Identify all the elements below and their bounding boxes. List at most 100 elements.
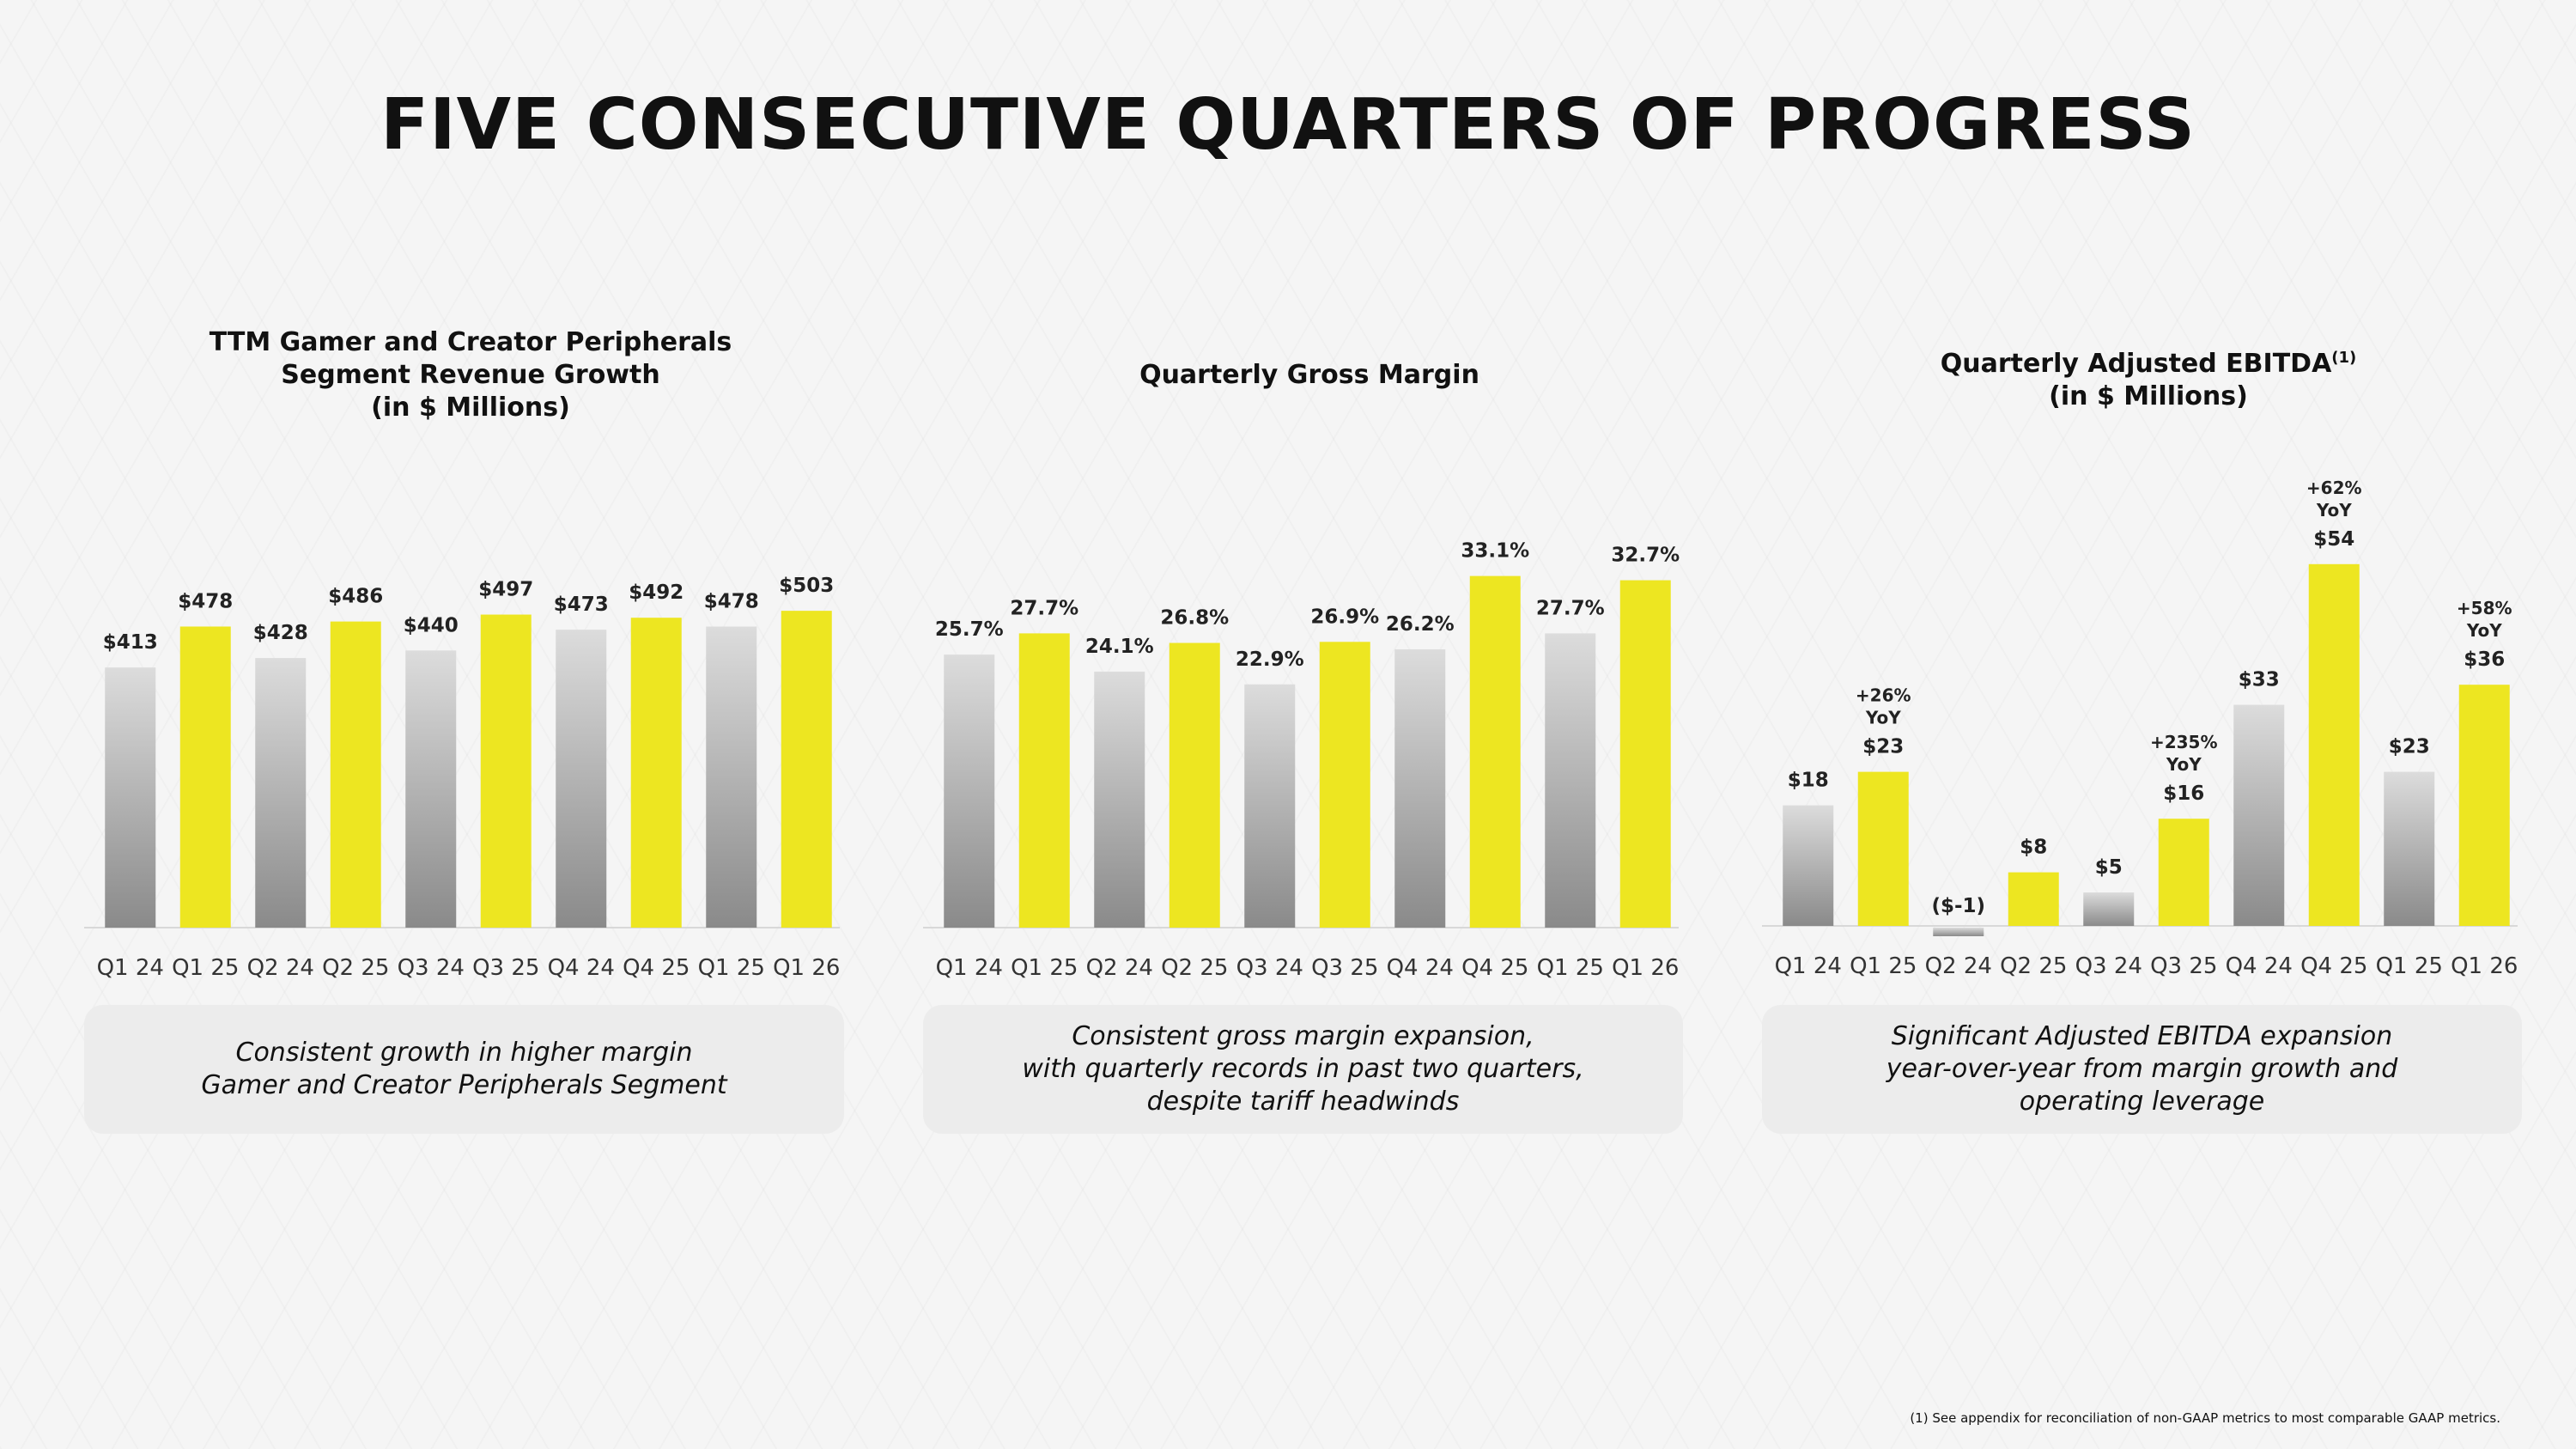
ebitda-bar — [2008, 872, 2059, 926]
revenue-bar — [556, 630, 607, 928]
revenue-value-label: $428 — [253, 622, 308, 644]
ebitda-title-footnote-marker: (1) — [2331, 349, 2357, 367]
ebitda-category-label: Q2 25 — [2000, 953, 2067, 979]
gross-margin-bar — [1018, 633, 1070, 928]
ebitda-value-label: $23 — [1862, 736, 1904, 758]
ebitda-title-line-1: Quarterly Adjusted EBITDA(1) — [1762, 342, 2535, 381]
revenue-panel: TTM Gamer and Creator Peripherals Segmen… — [84, 0, 857, 1142]
revenue-category-label: Q1 25 — [698, 955, 765, 981]
ebitda-value-label: ($-1) — [1931, 895, 1985, 917]
revenue-category-label: Q3 25 — [472, 955, 539, 981]
ebitda-value-label: $23 — [2389, 736, 2430, 758]
ebitda-value-label: $8 — [2020, 837, 2047, 859]
gross-margin-value-label: 26.2% — [1386, 613, 1455, 636]
ebitda-yoy-label: +62% — [2306, 478, 2362, 498]
gross-margin-bar — [1469, 575, 1521, 928]
ebitda-chart-title: Quarterly Adjusted EBITDA(1) (in $ Milli… — [1762, 342, 2535, 413]
revenue-bar — [330, 621, 381, 928]
gross-margin-bar — [1619, 580, 1671, 928]
gross-margin-value-label: 27.7% — [1536, 597, 1605, 619]
revenue-bar — [480, 614, 532, 928]
gross-margin-value-label: 26.9% — [1310, 606, 1379, 628]
revenue-bar — [255, 658, 307, 928]
page-title: FIVE CONSECUTIVE QUARTERS OF PROGRESS — [380, 84, 2196, 166]
revenue-caption: Consistent growth in higher margin Gamer… — [201, 1038, 727, 1100]
ebitda-value-label: $36 — [2464, 648, 2505, 671]
revenue-bar — [781, 611, 832, 928]
gross-margin-category-label: Q4 24 — [1387, 955, 1454, 981]
gross-margin-bar — [1394, 648, 1446, 928]
revenue-title-line-1: TTM Gamer and Creator Peripherals — [209, 327, 732, 357]
revenue-category-label: Q4 24 — [548, 955, 615, 981]
revenue-category-label: Q1 25 — [172, 955, 239, 981]
ebitda-bar — [2233, 704, 2285, 926]
revenue-bar-chart: $413 Q1 24 $478 Q1 25 $428 Q2 24 $486 Q2 25 $440… — [84, 575, 840, 981]
revenue-value-label: $478 — [704, 590, 759, 612]
ebitda-yoy-label: YoY — [1865, 708, 1901, 728]
revenue-bar — [405, 650, 457, 928]
gross-margin-bar — [944, 654, 995, 928]
revenue-value-label: $440 — [404, 614, 459, 636]
ebitda-category-label: Q4 25 — [2300, 953, 2367, 979]
ebitda-panel: Quarterly Adjusted EBITDA(1) (in $ Milli… — [1762, 0, 2535, 1142]
gross-margin-chart-title: Quarterly Gross Margin — [923, 359, 1696, 392]
gross-margin-category-label: Q2 25 — [1161, 955, 1228, 981]
ebitda-caption: Significant Adjusted EBITDA expansion ye… — [1886, 1021, 2398, 1117]
revenue-category-label: Q4 25 — [623, 955, 690, 981]
ebitda-value-label: $54 — [2313, 528, 2354, 551]
revenue-value-label: $486 — [328, 586, 383, 608]
revenue-bar — [706, 626, 757, 928]
ebitda-value-label: $18 — [1788, 770, 1829, 792]
ebitda-value-label: $16 — [2163, 782, 2204, 805]
revenue-category-label: Q2 24 — [247, 955, 314, 981]
gross-margin-value-label: 25.7% — [935, 618, 1004, 641]
revenue-value-label: $503 — [779, 575, 834, 597]
gross-margin-category-label: Q1 25 — [1537, 955, 1604, 981]
gross-margin-bar — [1545, 633, 1596, 928]
ebitda-bar — [1933, 928, 1984, 936]
ebitda-category-label: Q1 25 — [2376, 953, 2443, 979]
gross-margin-title-line-1: Quarterly Gross Margin — [1139, 360, 1479, 390]
ebitda-category-label: Q1 24 — [1775, 953, 1842, 979]
ebitda-bar — [1857, 771, 1909, 926]
gross-margin-value-label: 33.1% — [1461, 540, 1529, 563]
gross-margin-caption-box: Consistent gross margin expansion, with … — [923, 1005, 1683, 1134]
gross-margin-category-label: Q3 25 — [1311, 955, 1378, 981]
gross-margin-value-label: 26.8% — [1160, 607, 1229, 630]
gross-margin-category-label: Q2 24 — [1086, 955, 1153, 981]
revenue-category-label: Q1 26 — [773, 955, 840, 981]
gross-margin-value-label: 22.9% — [1236, 648, 1304, 671]
gross-margin-value-label: 27.7% — [1010, 597, 1078, 619]
gross-margin-caption: Consistent gross margin expansion, with … — [1022, 1021, 1584, 1117]
gross-margin-panel: Quarterly Gross Margin 25.7% Q1 24 27.7% Q1… — [923, 0, 1696, 1142]
gross-margin-value-label: 32.7% — [1611, 545, 1680, 567]
ebitda-title-text: Quarterly Adjusted EBITDA — [1940, 349, 2332, 379]
gross-margin-bar — [1094, 671, 1145, 928]
revenue-category-label: Q2 25 — [322, 955, 389, 981]
ebitda-bar — [2158, 819, 2209, 926]
revenue-chart-title: TTM Gamer and Creator Peripherals Segmen… — [84, 326, 857, 424]
ebitda-bar — [2458, 685, 2510, 926]
revenue-category-label: Q3 24 — [398, 955, 465, 981]
ebitda-yoy-label: +235% — [2150, 732, 2218, 752]
gross-margin-category-label: Q4 25 — [1461, 955, 1528, 981]
gross-margin-value-label: 24.1% — [1085, 636, 1154, 658]
ebitda-yoy-label: YoY — [2166, 754, 2202, 775]
revenue-bar — [630, 618, 682, 928]
revenue-caption-box: Consistent growth in higher margin Gamer… — [84, 1005, 844, 1134]
ebitda-yoy-label: YoY — [2466, 620, 2502, 641]
ebitda-yoy-label: YoY — [2316, 500, 2352, 521]
gross-margin-bar-chart: 25.7% Q1 24 27.7% Q1 25 24.1% Q2 24 26.8% Q2 25… — [923, 540, 1680, 981]
ebitda-bar — [2308, 563, 2360, 926]
ebitda-category-label: Q3 24 — [2075, 953, 2142, 979]
ebitda-title-line-2: (in $ Millions) — [2049, 381, 2248, 411]
gross-margin-category-label: Q3 24 — [1236, 955, 1303, 981]
revenue-category-label: Q1 24 — [97, 955, 164, 981]
ebitda-category-label: Q2 24 — [1925, 953, 1992, 979]
ebitda-category-label: Q3 25 — [2150, 953, 2217, 979]
revenue-bar — [105, 667, 156, 928]
revenue-value-label: $478 — [178, 590, 233, 612]
revenue-bar — [179, 626, 231, 928]
revenue-value-label: $492 — [629, 581, 683, 604]
